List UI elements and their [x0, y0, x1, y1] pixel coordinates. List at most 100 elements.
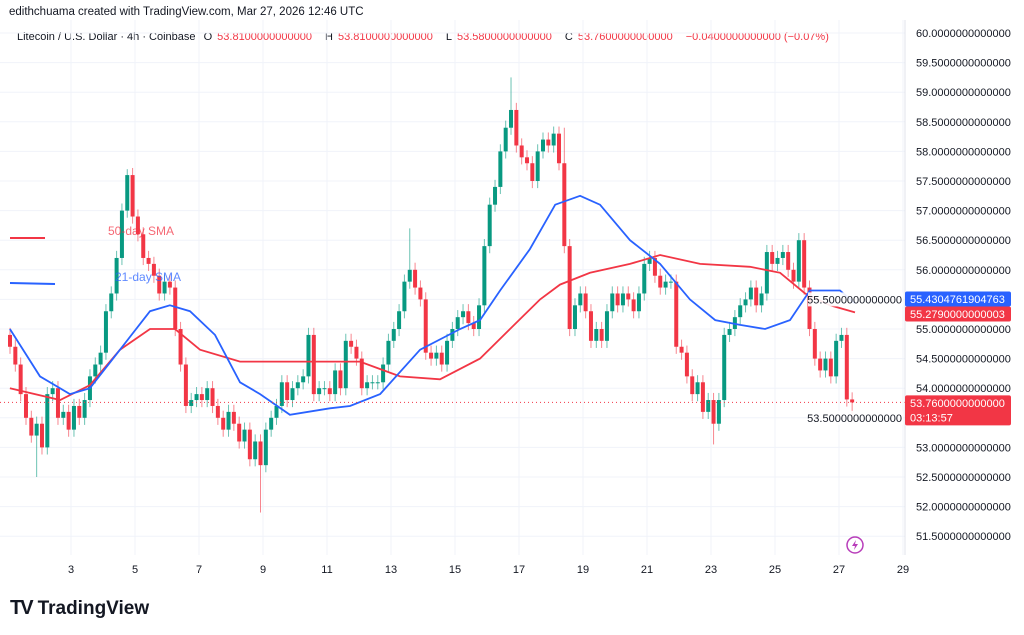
candle[interactable]	[151, 256, 156, 283]
candle[interactable]	[55, 381, 60, 425]
candle[interactable]	[572, 298, 577, 337]
candle[interactable]	[743, 292, 748, 313]
candle[interactable]	[439, 345, 444, 372]
candle[interactable]	[109, 286, 114, 319]
candle[interactable]	[562, 127, 567, 254]
candle[interactable]	[98, 345, 103, 372]
candle[interactable]	[18, 357, 23, 402]
candle[interactable]	[551, 126, 556, 153]
candle[interactable]	[343, 333, 348, 396]
candle[interactable]	[407, 228, 412, 289]
candle[interactable]	[530, 156, 535, 189]
candle[interactable]	[279, 375, 284, 414]
candle[interactable]	[684, 345, 689, 384]
candle[interactable]	[423, 292, 428, 360]
candle[interactable]	[567, 239, 572, 337]
candle[interactable]	[434, 345, 439, 366]
candle[interactable]	[610, 286, 615, 319]
candle[interactable]	[509, 77, 514, 135]
candle[interactable]	[370, 375, 375, 390]
candle[interactable]	[828, 351, 833, 384]
candle[interactable]	[375, 375, 380, 390]
candle[interactable]	[754, 280, 759, 313]
candle[interactable]	[290, 381, 295, 408]
candle[interactable]	[620, 286, 625, 313]
candle[interactable]	[759, 286, 764, 313]
candle[interactable]	[471, 315, 476, 337]
candle[interactable]	[599, 321, 604, 348]
candle[interactable]	[839, 327, 844, 348]
candle[interactable]	[77, 398, 82, 425]
candle[interactable]	[157, 268, 162, 301]
candle[interactable]	[295, 375, 300, 396]
candle[interactable]	[487, 197, 492, 254]
candle[interactable]	[365, 375, 370, 396]
lightning-icon[interactable]	[846, 536, 864, 554]
candle[interactable]	[834, 333, 839, 384]
candle[interactable]	[541, 132, 545, 159]
candle[interactable]	[413, 262, 418, 295]
candle[interactable]	[29, 410, 34, 443]
candle[interactable]	[514, 102, 519, 153]
candle[interactable]	[594, 321, 599, 348]
candle[interactable]	[327, 381, 332, 402]
candle[interactable]	[748, 280, 753, 307]
candle[interactable]	[700, 375, 705, 419]
candle[interactable]	[167, 274, 172, 295]
candle[interactable]	[231, 404, 236, 431]
candle[interactable]	[285, 375, 290, 408]
candle[interactable]	[45, 387, 50, 455]
candle[interactable]	[178, 321, 183, 372]
candle[interactable]	[146, 250, 151, 271]
candle[interactable]	[738, 298, 743, 325]
candle[interactable]	[503, 120, 508, 159]
candle[interactable]	[812, 321, 817, 366]
candle[interactable]	[34, 416, 39, 477]
candle[interactable]	[615, 286, 620, 313]
candle[interactable]	[258, 434, 263, 513]
candle[interactable]	[498, 144, 503, 195]
tradingview-brand[interactable]: TV TradingView	[10, 597, 149, 620]
candle[interactable]	[269, 410, 274, 437]
candle[interactable]	[578, 286, 583, 313]
candle[interactable]	[39, 416, 44, 455]
candle[interactable]	[311, 327, 316, 402]
candle[interactable]	[381, 357, 386, 390]
candle[interactable]	[722, 327, 727, 408]
candle[interactable]	[322, 381, 327, 396]
candle[interactable]	[546, 132, 551, 153]
candle[interactable]	[210, 381, 215, 414]
candle[interactable]	[359, 351, 364, 396]
candle[interactable]	[61, 404, 66, 425]
candle[interactable]	[119, 203, 124, 266]
candle[interactable]	[333, 363, 338, 402]
candle[interactable]	[183, 357, 188, 414]
candle[interactable]	[631, 292, 636, 319]
candle[interactable]	[695, 375, 700, 402]
candle[interactable]	[770, 244, 775, 271]
candle[interactable]	[604, 304, 609, 348]
candle[interactable]	[301, 369, 306, 390]
candle[interactable]	[189, 392, 194, 414]
candle[interactable]	[780, 244, 785, 266]
candle[interactable]	[194, 387, 199, 408]
candle[interactable]	[461, 304, 466, 325]
candle[interactable]	[135, 209, 140, 242]
candle[interactable]	[263, 422, 268, 473]
candle[interactable]	[716, 392, 721, 431]
candle[interactable]	[391, 321, 396, 348]
candle[interactable]	[306, 327, 311, 384]
candle[interactable]	[663, 274, 668, 295]
candle[interactable]	[242, 422, 247, 449]
candle[interactable]	[237, 416, 242, 449]
candle[interactable]	[66, 404, 71, 437]
candle[interactable]	[114, 250, 119, 301]
candle[interactable]	[818, 351, 823, 378]
candle[interactable]	[823, 351, 828, 378]
candle[interactable]	[253, 434, 258, 467]
candle[interactable]	[519, 138, 524, 165]
candle[interactable]	[103, 304, 108, 360]
candle[interactable]	[636, 286, 641, 319]
candle[interactable]	[130, 167, 135, 224]
candle[interactable]	[711, 392, 716, 445]
